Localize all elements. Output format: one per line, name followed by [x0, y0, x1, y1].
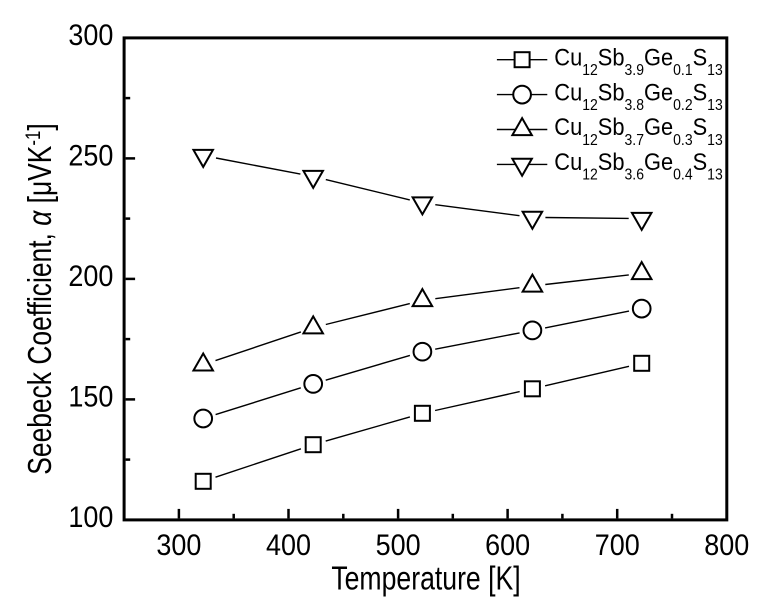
svg-text:150: 150: [68, 380, 113, 414]
svg-text:Temperature [K]: Temperature [K]: [331, 561, 520, 597]
svg-text:200: 200: [68, 260, 113, 294]
svg-text:Cu12​Sb3.6​Ge0.4​S13​: Cu12​Sb3.6​Ge0.4​S13​: [554, 148, 722, 184]
svg-text:400: 400: [266, 529, 311, 563]
svg-text:700: 700: [595, 529, 640, 563]
svg-text:Cu12​Sb3.7​Ge0.3​S13​: Cu12​Sb3.7​Ge0.3​S13​: [554, 113, 722, 149]
svg-text:300: 300: [156, 529, 201, 563]
svg-text:300: 300: [68, 19, 113, 53]
svg-text:100: 100: [68, 501, 113, 535]
svg-text:600: 600: [485, 529, 530, 563]
svg-text:800: 800: [704, 529, 749, 563]
svg-text:250: 250: [68, 139, 113, 173]
svg-text:Cu12​Sb3.9​Ge0.1​S13​: Cu12​Sb3.9​Ge0.1​S13​: [554, 43, 722, 79]
svg-text:500: 500: [376, 529, 421, 563]
svg-text:Seebeck Coefficient, α [μVK-1]: Seebeck Coefficient, α [μVK-1]: [22, 123, 58, 474]
svg-text:Cu12​Sb3.8​Ge0.2​S13​: Cu12​Sb3.8​Ge0.2​S13​: [554, 78, 722, 114]
